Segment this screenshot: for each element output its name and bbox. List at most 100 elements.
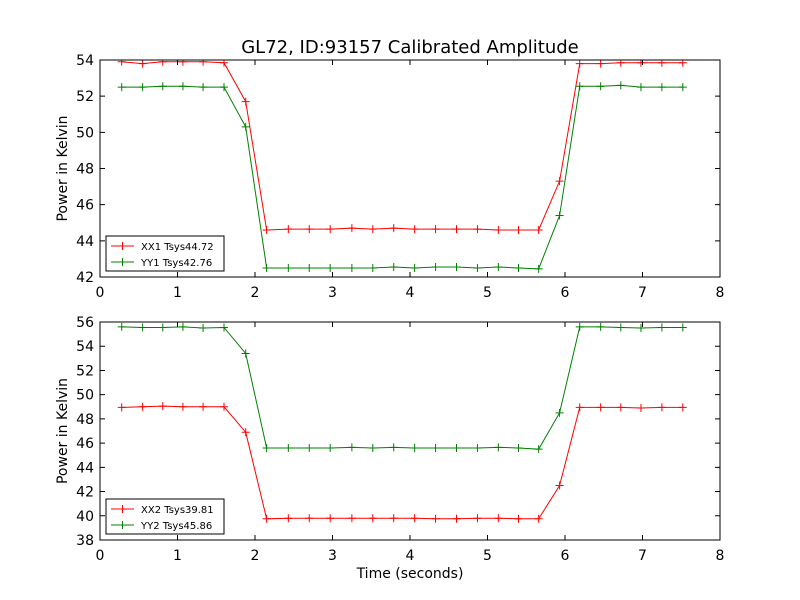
data-point [138, 402, 147, 411]
data-point [678, 83, 687, 92]
data-point [575, 82, 584, 91]
data-point [596, 82, 605, 91]
x-tick-label: 1 [173, 548, 182, 564]
x-tick-label: 3 [328, 548, 337, 564]
data-point [410, 514, 419, 523]
data-point [117, 403, 126, 412]
x-tick-label: 5 [483, 285, 492, 301]
x-tick-label: 1 [173, 285, 182, 301]
data-point [555, 408, 564, 417]
legend-box [105, 235, 225, 272]
y-axis-label: Power in Kelvin [55, 378, 71, 484]
series-1 [117, 402, 687, 523]
data-point [555, 177, 564, 186]
data-point [368, 225, 377, 234]
chart-title: GL72, ID:93157 Calibrated Amplitude [241, 37, 579, 58]
x-tick-label: 6 [561, 548, 570, 564]
data-point [389, 224, 398, 233]
legend-label: YY2 Tsys45.86 [140, 521, 212, 532]
data-point [431, 225, 440, 234]
y-tick-label: 52 [76, 363, 94, 379]
data-point [452, 514, 461, 523]
data-point [575, 403, 584, 412]
data-point [305, 263, 314, 272]
series-line [121, 326, 683, 450]
x-tick-label: 2 [251, 548, 260, 564]
upper-panel: 0 1 2 3 4 5 6 7 8 42 44 46 48 50 52 54 Power in Kelvin XX… [55, 53, 724, 301]
data-point [262, 263, 271, 272]
data-point [678, 323, 687, 332]
data-point [262, 514, 271, 523]
data-point [326, 225, 335, 234]
series-line [121, 405, 683, 520]
x-tick-label: 0 [96, 548, 105, 564]
data-point [431, 263, 440, 272]
data-point [473, 443, 482, 452]
data-point [220, 402, 228, 411]
x-tick-label: 5 [483, 548, 492, 564]
legend-marker [118, 505, 127, 513]
data-point [514, 225, 523, 234]
data-point [452, 225, 461, 234]
data-point [347, 263, 356, 272]
data-point [326, 443, 335, 452]
data-point [305, 225, 314, 234]
legend-marker [118, 242, 127, 250]
data-point [178, 60, 187, 66]
data-point [368, 443, 377, 452]
data-point [284, 514, 293, 523]
data-point [305, 514, 314, 523]
y-tick-label: 48 [76, 162, 94, 178]
x-axis-label: Time (seconds) [356, 566, 464, 582]
series-line [121, 61, 683, 231]
x-tick-label: 4 [406, 548, 415, 564]
data-point [678, 403, 687, 412]
data-point [657, 403, 666, 412]
legend-label: XX1 Tsys44.72 [141, 242, 214, 253]
data-point [389, 443, 398, 452]
data-point [178, 82, 187, 91]
series-1 [117, 60, 687, 234]
y-tick-label: 52 [76, 89, 94, 105]
y-tick-label: 46 [76, 436, 94, 452]
data-point [241, 122, 250, 131]
data-point [596, 403, 605, 412]
data-point [117, 322, 126, 331]
data-point [158, 402, 167, 411]
y-tick-label: 54 [76, 53, 94, 69]
legend-label: YY1 Tsys42.76 [140, 258, 212, 269]
y-axis-label: Power in Kelvin [55, 115, 71, 221]
data-point [596, 322, 605, 331]
data-point [452, 263, 461, 272]
data-point [158, 60, 167, 66]
data-point [326, 514, 335, 523]
data-point [284, 443, 293, 452]
legend-box [105, 498, 225, 535]
legend-marker [118, 258, 127, 266]
data-point [596, 60, 605, 68]
y-tick-label: 46 [76, 198, 94, 214]
data-point [220, 323, 228, 332]
data-point [284, 225, 293, 234]
data-point [410, 263, 419, 272]
legend: XX1 Tsys44.72 YY1 Tsys42.76 [105, 235, 225, 272]
data-point [431, 514, 440, 523]
data-point [616, 403, 625, 412]
data-point [368, 263, 377, 272]
y-tick-label: 48 [76, 412, 94, 428]
x-tick-label: 2 [251, 285, 260, 301]
data-point [368, 514, 377, 523]
data-point [241, 428, 250, 437]
data-point [262, 225, 271, 234]
data-point [534, 514, 543, 523]
legend-marker [118, 521, 127, 529]
x-tick-label: 7 [638, 548, 647, 564]
data-point [347, 443, 356, 452]
data-point [616, 323, 625, 332]
data-point [575, 60, 584, 68]
data-point [534, 225, 543, 234]
x-tick-label: 3 [328, 285, 337, 301]
data-point [284, 263, 293, 272]
data-point [138, 60, 147, 68]
x-tick-label: 0 [96, 285, 105, 301]
